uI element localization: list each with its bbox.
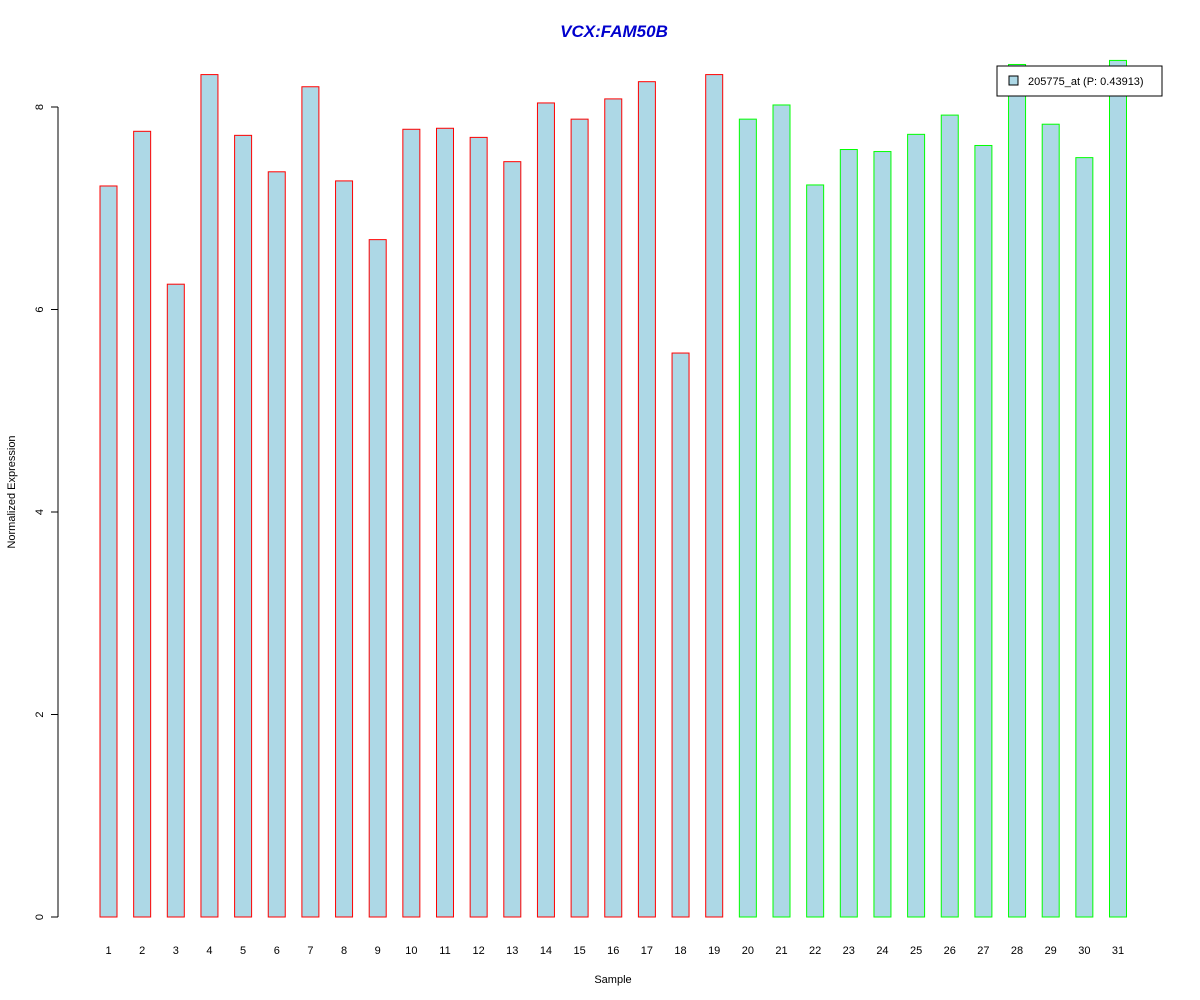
x-tick-label: 12 — [473, 945, 485, 957]
bar-sample-29 — [1041, 123, 1060, 918]
legend-swatch — [1008, 75, 1019, 86]
x-tick-label: 26 — [944, 945, 956, 957]
x-tick-label: 25 — [910, 945, 922, 957]
bar-sample-16 — [604, 98, 623, 918]
x-tick-label: 20 — [742, 945, 754, 957]
x-tick-label: 23 — [843, 945, 855, 957]
x-tick-label: 6 — [274, 945, 280, 957]
bar-sample-8 — [335, 180, 354, 918]
bar-sample-23 — [839, 149, 858, 918]
bar-sample-19 — [705, 74, 724, 918]
bar-sample-4 — [200, 74, 219, 918]
x-tick-label: 18 — [674, 945, 686, 957]
bar-sample-6 — [267, 171, 286, 918]
bar-sample-3 — [166, 283, 185, 918]
y-axis: 0 2 4 6 8 — [34, 104, 59, 920]
x-tick-label: 22 — [809, 945, 821, 957]
bar-sample-14 — [536, 102, 555, 918]
x-tick-label: 3 — [173, 945, 179, 957]
bar-sample-18 — [671, 352, 690, 918]
x-tick-label: 29 — [1045, 945, 1057, 957]
bar-sample-28 — [1008, 63, 1027, 918]
legend: 205775_at (P: 0.43913) — [996, 65, 1163, 97]
x-tick-label: 14 — [540, 945, 552, 957]
bar-sample-7 — [301, 86, 320, 918]
x-tick-labels: 1 2 3 4 5 6 7 8 9 10 11 12 13 14 15 16 17 18 19 20 21 22 23 24 2… — [105, 945, 1124, 957]
x-tick-label: 9 — [375, 945, 381, 957]
bar-sample-13 — [503, 161, 522, 918]
x-tick-label: 15 — [573, 945, 585, 957]
bar-sample-10 — [402, 128, 421, 918]
x-tick-label: 28 — [1011, 945, 1023, 957]
x-tick-label: 1 — [105, 945, 111, 957]
x-tick-label: 19 — [708, 945, 720, 957]
bar-sample-30 — [1075, 157, 1094, 918]
x-tick-label: 11 — [439, 945, 450, 957]
y-tick-label: 0 — [34, 914, 46, 920]
x-tick-label: 13 — [506, 945, 518, 957]
x-tick-label: 27 — [977, 945, 989, 957]
x-tick-label: 31 — [1112, 945, 1124, 957]
x-tick-label: 17 — [641, 945, 653, 957]
x-tick-label: 5 — [240, 945, 246, 957]
x-tick-label: 10 — [405, 945, 417, 957]
x-tick-label: 21 — [775, 945, 787, 957]
bar-sample-1 — [99, 185, 118, 918]
bar-sample-11 — [436, 127, 454, 918]
bar-sample-22 — [806, 184, 825, 918]
y-tick-label: 4 — [34, 509, 46, 515]
bar-sample-25 — [907, 133, 926, 918]
bar-sample-2 — [133, 130, 152, 918]
x-tick-label: 2 — [139, 945, 145, 957]
bar-sample-17 — [637, 81, 656, 918]
y-tick-label: 8 — [34, 104, 46, 110]
y-axis-label: Normalized Expression — [6, 435, 18, 548]
bar-sample-12 — [469, 136, 488, 918]
bar-sample-15 — [570, 118, 589, 918]
bar-sample-26 — [940, 114, 959, 918]
bar-sample-20 — [738, 118, 757, 918]
bar-sample-24 — [873, 151, 892, 918]
y-tick-label: 6 — [34, 306, 46, 312]
bar-sample-9 — [368, 239, 387, 918]
x-tick-label: 30 — [1078, 945, 1090, 957]
x-tick-label: 7 — [307, 945, 313, 957]
x-tick-label: 8 — [341, 945, 347, 957]
bar-sample-31 — [1109, 59, 1127, 918]
bar-sample-27 — [974, 144, 993, 918]
bars-group — [99, 59, 1127, 918]
y-tick-label: 2 — [34, 711, 46, 717]
legend-box — [996, 65, 1163, 97]
bar-sample-5 — [234, 134, 253, 918]
bar-sample-21 — [772, 104, 791, 918]
x-tick-label: 4 — [206, 945, 212, 957]
x-tick-label: 16 — [607, 945, 619, 957]
x-axis-label: Sample — [594, 974, 631, 986]
x-tick-label: 24 — [876, 945, 888, 957]
legend-label: 205775_at (P: 0.43913) — [1028, 76, 1144, 88]
chart-title: VCX:FAM50B — [560, 22, 668, 41]
